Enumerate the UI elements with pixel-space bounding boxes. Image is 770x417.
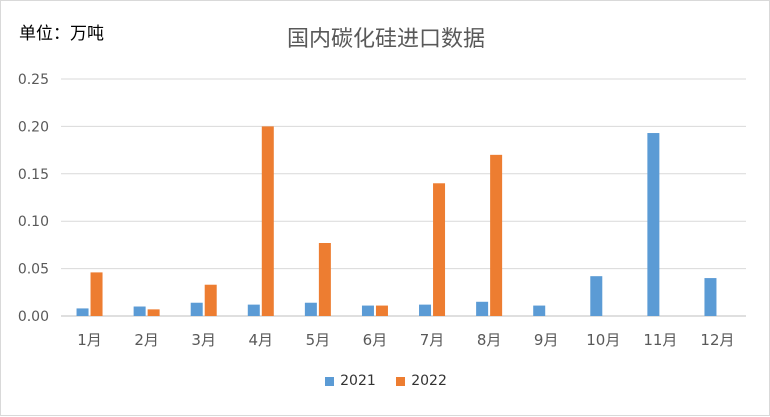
bar-2022-5[interactable] bbox=[318, 243, 331, 316]
bar-2021-3[interactable] bbox=[190, 302, 203, 316]
y-tick-label: 0.10 bbox=[18, 214, 49, 230]
x-tick-label: 4月 bbox=[249, 331, 274, 349]
x-tick-label: 12月 bbox=[700, 331, 734, 349]
legend-swatch-2022 bbox=[396, 376, 406, 386]
x-tick-label: 3月 bbox=[191, 331, 216, 349]
bar-2021-11[interactable] bbox=[647, 133, 660, 316]
bar-2021-4[interactable] bbox=[247, 304, 260, 316]
bar-2021-12[interactable] bbox=[704, 278, 717, 316]
bar-2021-5[interactable] bbox=[304, 302, 317, 316]
y-tick-label: 0.25 bbox=[18, 72, 49, 88]
unit-label: 单位：万吨 bbox=[19, 24, 104, 44]
legend-label-2021: 2021 bbox=[340, 373, 376, 389]
x-tick-label: 1月 bbox=[77, 331, 102, 349]
bar-2021-8[interactable] bbox=[476, 301, 489, 316]
legend-swatch-2021 bbox=[325, 376, 335, 386]
bar-2021-6[interactable] bbox=[361, 305, 374, 316]
x-axis-ticks: 1月 2月 3月 4月 5月 6月 7月 8月 9月 10月 11月 12月 bbox=[77, 331, 734, 349]
x-tick-label: 9月 bbox=[534, 331, 559, 349]
x-tick-label: 10月 bbox=[586, 331, 620, 349]
bar-2022-8[interactable] bbox=[490, 154, 503, 316]
bar-2021-1[interactable] bbox=[76, 308, 89, 316]
y-tick-label: 0.20 bbox=[18, 119, 49, 135]
bar-2022-3[interactable] bbox=[204, 284, 217, 316]
bar-2022-1[interactable] bbox=[90, 272, 103, 316]
bar-2022-4[interactable] bbox=[261, 126, 274, 317]
x-tick-label: 7月 bbox=[420, 331, 445, 349]
grid-lines bbox=[61, 78, 746, 317]
bar-2021-9[interactable] bbox=[533, 305, 546, 316]
legend-item-2022[interactable]: 2022 bbox=[396, 373, 447, 389]
legend: 2021 2022 bbox=[1, 373, 770, 390]
x-tick-label: 5月 bbox=[306, 331, 331, 349]
y-tick-label: 0.15 bbox=[18, 167, 49, 183]
bar-2022-6[interactable] bbox=[375, 305, 388, 316]
bar-2021-10[interactable] bbox=[590, 276, 603, 316]
x-tick-label: 11月 bbox=[643, 331, 677, 349]
bar-2022-2[interactable] bbox=[147, 309, 160, 316]
bar-2021-2[interactable] bbox=[133, 306, 146, 316]
y-axis-ticks: 0.00 0.05 0.10 0.15 0.20 0.25 bbox=[18, 72, 49, 325]
bar-2021-7[interactable] bbox=[419, 304, 432, 316]
y-tick-label: 0.05 bbox=[18, 262, 49, 278]
y-tick-label: 0.00 bbox=[18, 309, 49, 325]
x-tick-label: 2月 bbox=[134, 331, 159, 349]
bars bbox=[76, 126, 717, 317]
chart-title: 国内碳化硅进口数据 bbox=[286, 27, 485, 52]
legend-label-2022: 2022 bbox=[411, 373, 447, 389]
x-tick-label: 8月 bbox=[477, 331, 502, 349]
bar-2022-7[interactable] bbox=[433, 183, 446, 316]
x-tick-label: 6月 bbox=[363, 331, 388, 349]
legend-item-2021[interactable]: 2021 bbox=[325, 373, 376, 389]
